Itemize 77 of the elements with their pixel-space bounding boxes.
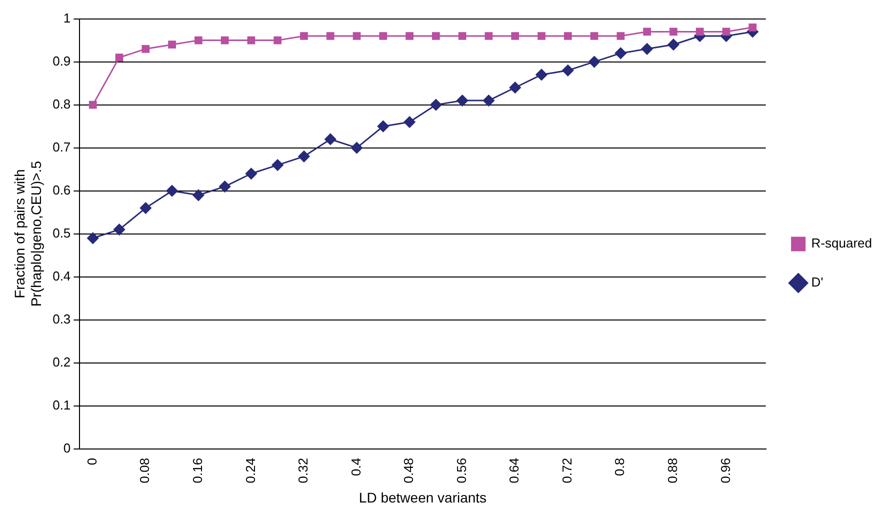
point xyxy=(482,94,494,106)
point xyxy=(351,142,363,154)
legend-label: R-squared xyxy=(811,236,872,251)
x-tick-label: 0.8 xyxy=(612,458,628,476)
point xyxy=(643,28,651,36)
point xyxy=(536,68,548,80)
y-tick-label: 0.8 xyxy=(52,96,71,112)
point xyxy=(432,32,440,40)
x-axis-title: LD between variants xyxy=(358,489,487,506)
point xyxy=(641,43,653,55)
y-tick-label: 0.5 xyxy=(52,225,71,240)
y-axis-title: Fraction of pairs with Pr(haplo|geno,CEU)>.5 xyxy=(11,160,44,307)
point xyxy=(722,28,730,36)
point xyxy=(562,64,574,76)
point xyxy=(538,32,546,40)
point xyxy=(298,150,310,162)
point xyxy=(168,40,176,49)
x-tick-label: 0.08 xyxy=(137,458,152,484)
x-tick-label: 0.72 xyxy=(559,458,574,484)
point xyxy=(511,32,520,40)
point xyxy=(88,100,97,109)
point xyxy=(590,32,598,40)
point xyxy=(192,189,204,201)
point xyxy=(247,36,256,44)
point xyxy=(272,159,284,171)
point xyxy=(300,32,308,40)
x-tick-label: 0.88 xyxy=(665,458,680,484)
point xyxy=(406,32,414,40)
y-tick-label: 0 xyxy=(63,440,71,456)
point xyxy=(509,82,521,94)
point xyxy=(456,94,468,106)
y-tick-label: 0.4 xyxy=(52,268,71,284)
point xyxy=(614,47,626,59)
point xyxy=(115,54,124,62)
y-tick-label: 0.3 xyxy=(52,311,71,326)
point xyxy=(352,32,361,40)
point xyxy=(616,32,625,40)
point xyxy=(377,120,389,132)
point xyxy=(458,32,466,40)
point xyxy=(588,56,600,68)
y-tick-label: 0.2 xyxy=(52,354,71,370)
y-tick-label: 1 xyxy=(63,10,71,26)
x-tick-label: 0.64 xyxy=(506,458,522,484)
point xyxy=(140,202,152,214)
x-tick-label: 0.4 xyxy=(348,458,364,476)
point xyxy=(670,28,678,36)
y-tick-label: 0.6 xyxy=(52,182,71,198)
x-tick-label: 0.56 xyxy=(454,458,469,484)
point xyxy=(219,180,231,192)
y-tick-label: 0.7 xyxy=(52,139,71,154)
point xyxy=(326,32,334,40)
point xyxy=(696,28,704,36)
y-tick-label: 0.1 xyxy=(52,397,71,412)
point xyxy=(668,38,680,50)
x-tick-label: 0.32 xyxy=(296,458,311,484)
point xyxy=(220,36,229,44)
point xyxy=(245,168,257,180)
x-tick-label: 0.96 xyxy=(718,458,733,484)
point xyxy=(748,23,757,32)
point xyxy=(142,44,150,53)
point xyxy=(166,185,178,197)
point xyxy=(274,36,282,44)
point xyxy=(404,116,416,128)
point xyxy=(379,32,388,40)
point xyxy=(324,133,336,145)
legend-label: D' xyxy=(811,274,824,290)
point xyxy=(430,99,442,111)
point xyxy=(87,232,99,244)
x-tick-label: 0 xyxy=(84,458,100,466)
x-tick-label: 0.48 xyxy=(401,458,416,484)
point xyxy=(484,32,493,40)
point xyxy=(114,224,126,236)
y-tick-label: 0.9 xyxy=(52,53,71,68)
x-tick-label: 0.16 xyxy=(190,458,206,484)
point xyxy=(564,32,572,40)
point xyxy=(194,36,202,44)
x-tick-label: 0.24 xyxy=(242,458,258,484)
